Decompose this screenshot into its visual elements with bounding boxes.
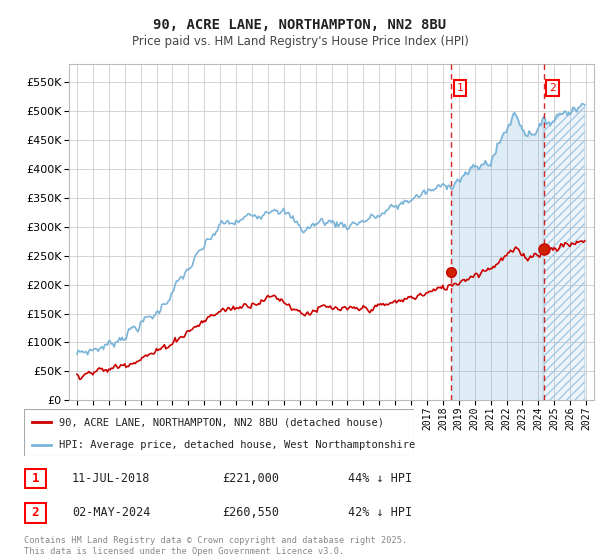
Text: £221,000: £221,000 — [222, 472, 279, 485]
Text: £260,550: £260,550 — [222, 506, 279, 520]
Text: 2: 2 — [32, 506, 39, 520]
Text: 1: 1 — [32, 472, 39, 485]
Text: Contains HM Land Registry data © Crown copyright and database right 2025.
This d: Contains HM Land Registry data © Crown c… — [24, 536, 407, 556]
Text: HPI: Average price, detached house, West Northamptonshire: HPI: Average price, detached house, West… — [59, 440, 415, 450]
Text: 90, ACRE LANE, NORTHAMPTON, NN2 8BU: 90, ACRE LANE, NORTHAMPTON, NN2 8BU — [154, 18, 446, 32]
Text: 02-MAY-2024: 02-MAY-2024 — [72, 506, 151, 520]
Text: 42% ↓ HPI: 42% ↓ HPI — [348, 506, 412, 520]
Text: 11-JUL-2018: 11-JUL-2018 — [72, 472, 151, 485]
Text: Price paid vs. HM Land Registry's House Price Index (HPI): Price paid vs. HM Land Registry's House … — [131, 35, 469, 49]
Text: 2: 2 — [549, 83, 556, 93]
FancyBboxPatch shape — [24, 409, 414, 456]
Text: 1: 1 — [457, 83, 464, 93]
Text: 90, ACRE LANE, NORTHAMPTON, NN2 8BU (detached house): 90, ACRE LANE, NORTHAMPTON, NN2 8BU (det… — [59, 417, 384, 427]
FancyBboxPatch shape — [25, 503, 46, 522]
FancyBboxPatch shape — [25, 469, 46, 488]
Text: 44% ↓ HPI: 44% ↓ HPI — [348, 472, 412, 485]
